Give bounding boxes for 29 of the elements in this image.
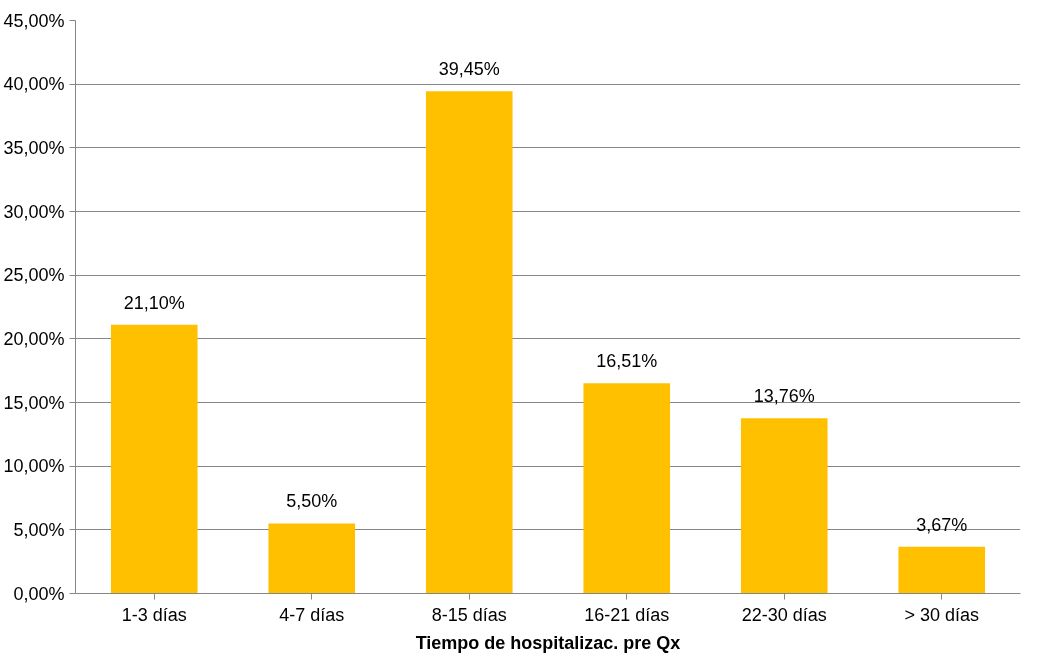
y-tick-label: 40,00% — [3, 74, 65, 95]
y-tick-label: 25,00% — [3, 265, 65, 286]
y-tick-label: 0,00% — [13, 583, 65, 604]
data-label: 39,45% — [438, 59, 500, 80]
y-tick-label: 15,00% — [3, 392, 65, 413]
data-label: 16,51% — [596, 351, 658, 372]
bar — [583, 383, 671, 594]
data-label: 5,50% — [286, 491, 338, 512]
y-tick-label: 45,00% — [3, 10, 65, 31]
y-tick-label: 20,00% — [3, 328, 65, 349]
x-tick-label: 22-30 días — [741, 604, 827, 625]
y-tick-label: 5,00% — [13, 519, 65, 540]
data-label: 3,67% — [916, 514, 968, 535]
bar — [898, 546, 986, 594]
x-axis-title: Tiempo de hospitalizac. pre Qx — [415, 632, 681, 653]
bar — [268, 523, 356, 594]
y-tick-label: 35,00% — [3, 137, 65, 158]
x-tick-label: > 30 días — [904, 604, 980, 625]
x-tick-label: 1-3 días — [121, 604, 187, 625]
bar — [740, 418, 828, 594]
x-tick-label: 8-15 días — [431, 604, 507, 625]
data-label: 21,10% — [123, 292, 185, 313]
y-tick-label: 10,00% — [3, 456, 65, 477]
x-tick-label: 4-7 días — [279, 604, 345, 625]
y-tick-label: 30,00% — [3, 201, 65, 222]
x-tick-label: 16-21 días — [584, 604, 670, 625]
bar — [110, 324, 198, 594]
bar — [425, 91, 513, 594]
data-label: 13,76% — [753, 386, 815, 407]
